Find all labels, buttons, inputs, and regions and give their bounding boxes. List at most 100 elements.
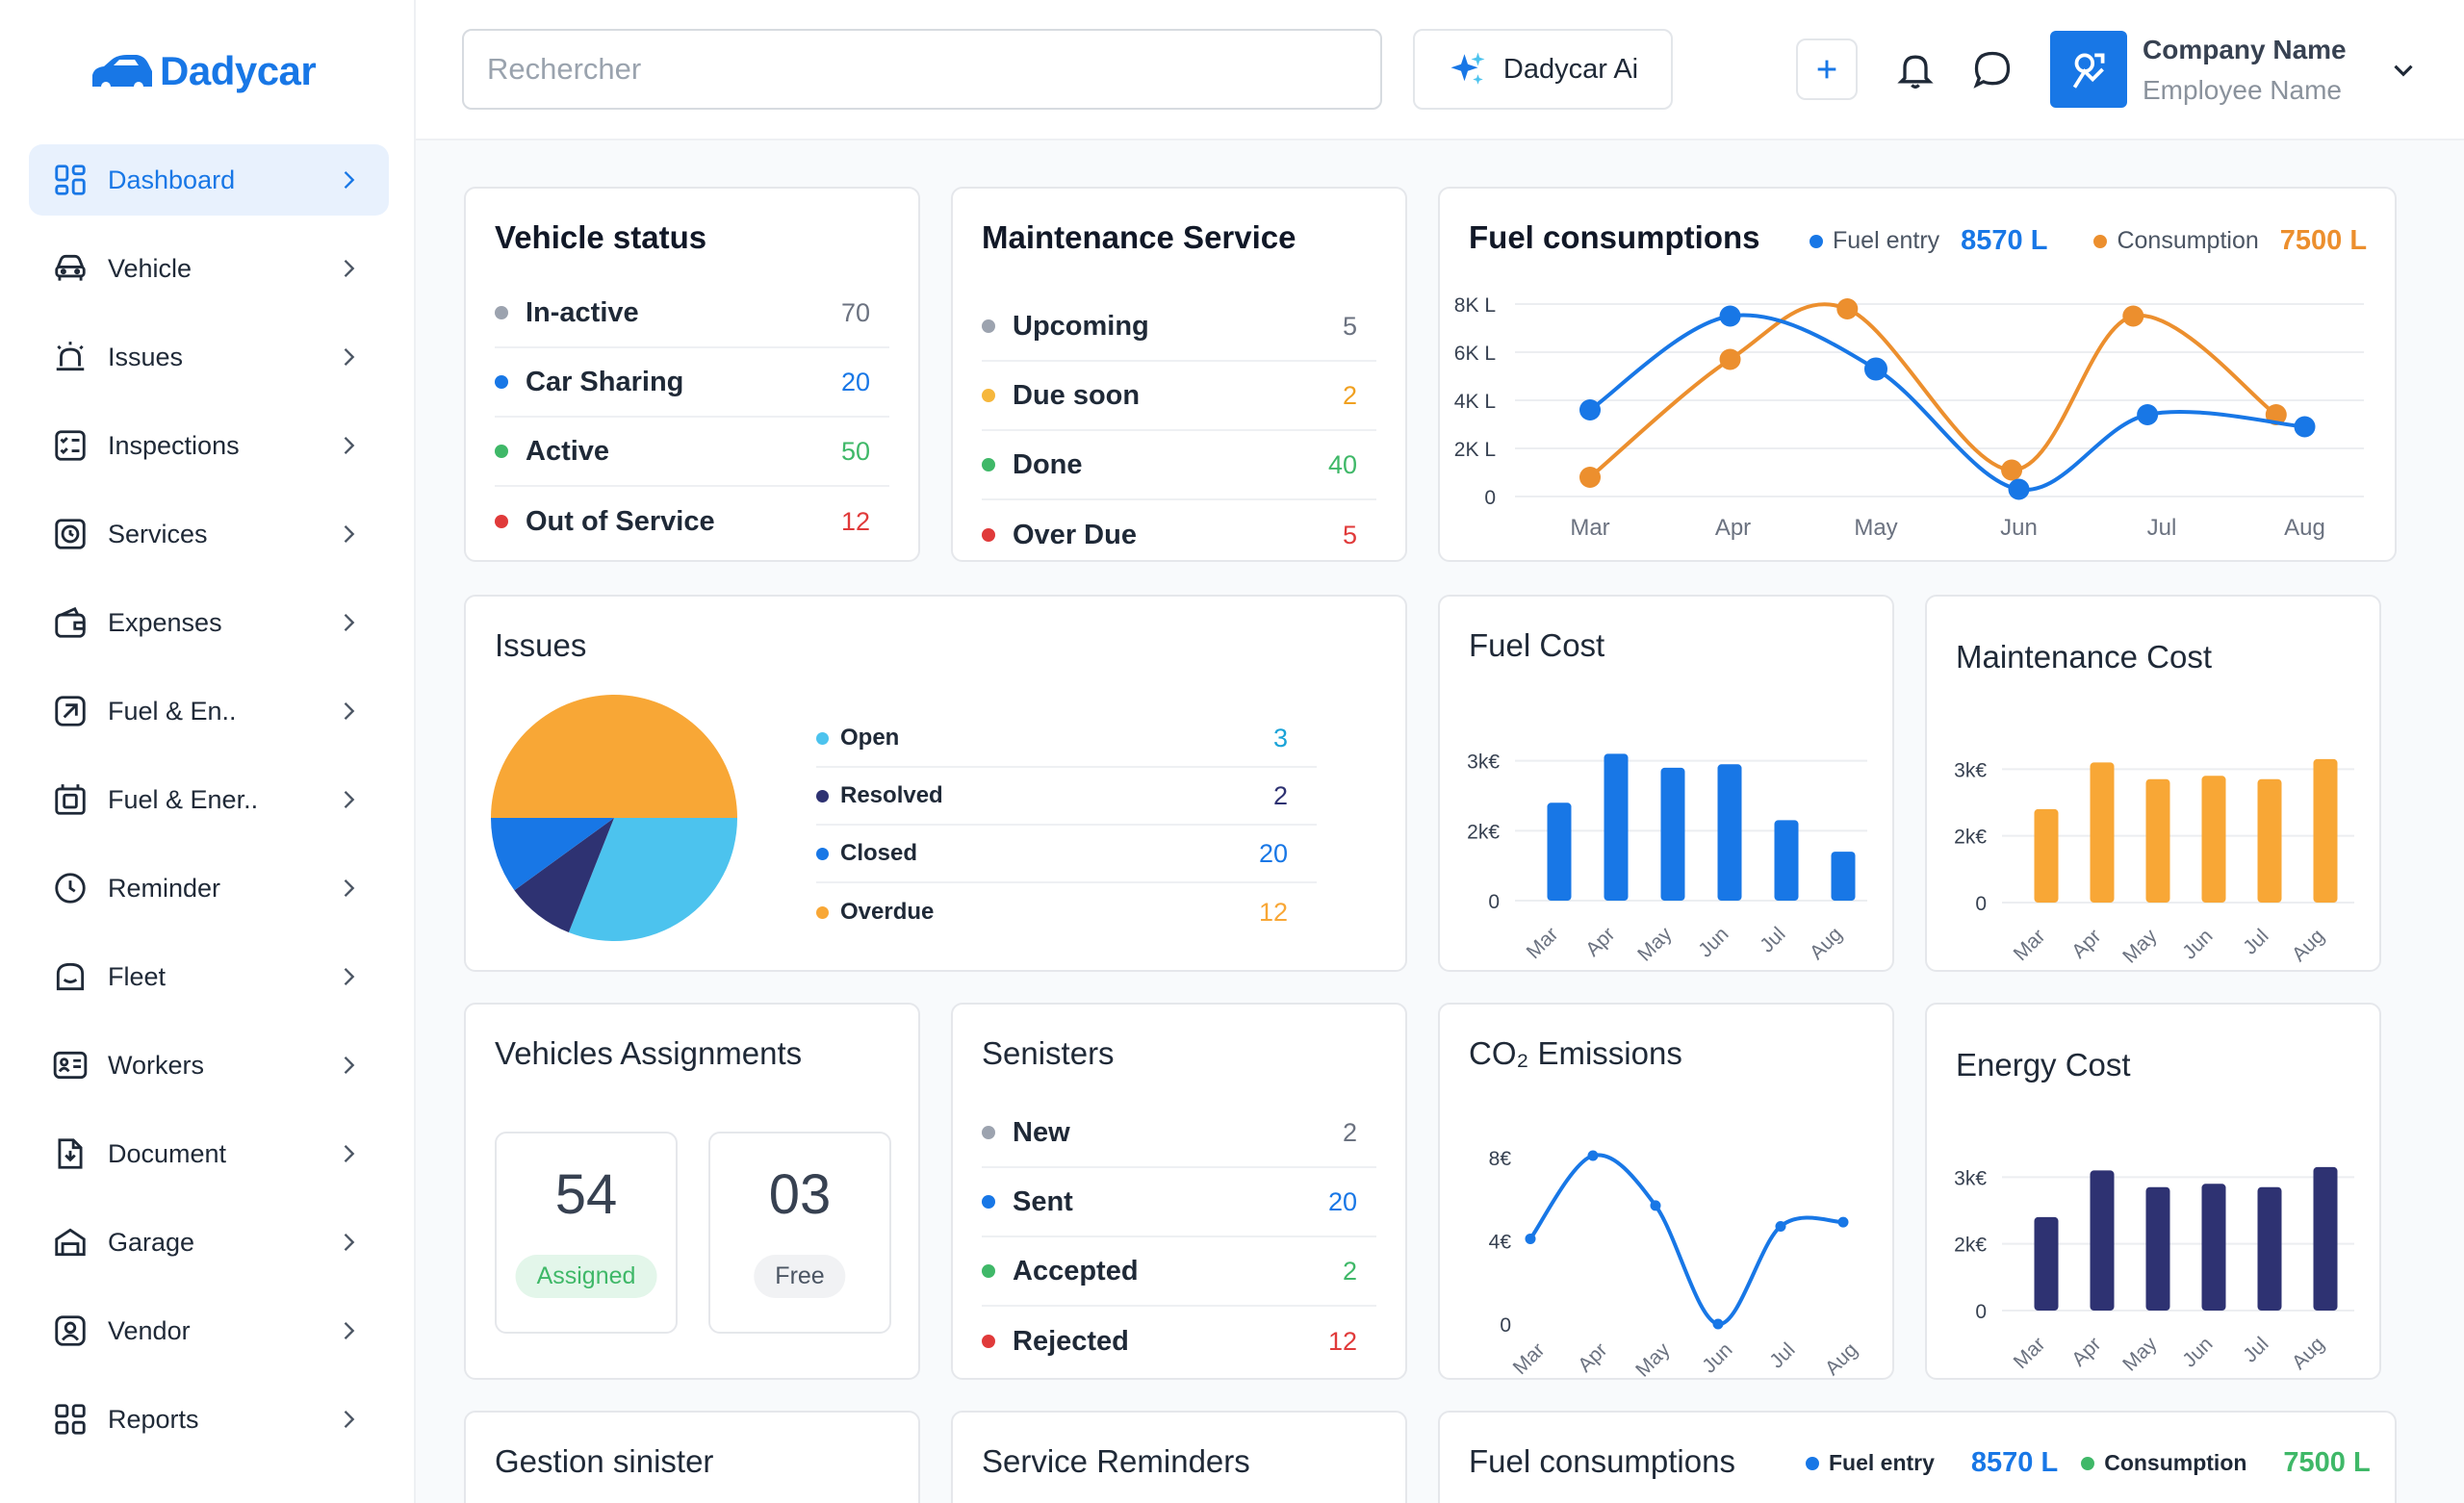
card-title: Fuel consumptions [1469,1443,1735,1479]
wallet-icon [52,604,89,641]
assigned-badge: Assigned [515,1255,657,1298]
sidebar-item-document[interactable]: Document [29,1118,389,1189]
sidebar-item-vendor[interactable]: Vendor [29,1295,389,1366]
sidebar-item-fuel-energy-2[interactable]: Fuel & Ener.. [29,764,389,835]
free-count: 03 [768,1163,832,1226]
sidebar-item-services[interactable]: Services [29,498,389,570]
sidebar-item-fleet[interactable]: Fleet [29,941,389,1012]
sidebar-item-reminder[interactable]: Reminder [29,853,389,924]
status-value: 40 [1327,449,1357,479]
bar [2313,1166,2338,1311]
x-tick-label: Apr [2067,925,2105,962]
free-badge: Free [754,1255,846,1298]
bell-icon[interactable] [1894,48,1937,90]
y-tick-label: 4K L [1454,391,1496,413]
car-logo-icon [92,55,152,90]
service-reminders-card: Service Reminders [951,1411,1407,1503]
y-tick-label: 0 [1484,487,1496,509]
sidebar-item-label: Reminder [108,873,221,903]
chevron-right-icon [344,614,355,631]
data-point [2001,459,2023,481]
search-input[interactable] [464,31,1380,108]
data-point [2294,416,2316,438]
sidebar-item-label: Vendor [108,1315,191,1345]
fuel-cost-bar-chart: 0 2k€ 3k€ Mar Apr May Jun Jul Aug [1467,752,1867,966]
sidebar-item-issues[interactable]: Issues [29,321,389,393]
status-label: Due soon [1013,379,1141,411]
data-point [2137,404,2159,425]
search-box [462,29,1382,110]
x-tick-label: Aug [2288,925,2329,966]
senisters-list: New 2 Sent 20 Accepted 2 Rejected 12 [982,1099,1376,1376]
sidebar-item-garage[interactable]: Garage [29,1207,389,1278]
x-tick-label: Mar [1523,923,1563,963]
legend-name: Fuel entry [1833,227,1940,254]
assigned-box[interactable]: 54 Assigned [495,1132,678,1334]
legend-label: Closed [840,840,918,866]
legend-dot [816,847,829,860]
card-title: Service Reminders [982,1443,1250,1479]
maintenance-cost-card: Maintenance Cost 0 2k€ 3k€ Mar Apr May Jun Jul A… [1925,595,2381,972]
sparkles-icon [1450,52,1485,85]
pie-slice [514,818,614,933]
legend-dot [816,905,829,919]
bar [2145,1186,2170,1311]
y-tick-label: 3k€ [1954,759,1987,781]
list-item: Due soon 2 [982,362,1376,431]
legend-dot [816,731,829,745]
bar [1660,767,1685,901]
chevron-down-icon[interactable] [2387,54,2420,87]
x-tick-label: Jun [2178,1333,2217,1371]
brand-logo[interactable]: Dadycar [90,48,317,94]
list-item: Accepted 2 [982,1237,1376,1307]
fuel-station-icon [52,781,89,818]
company-logo[interactable] [2050,31,2127,108]
status-dot [495,515,508,528]
chat-icon[interactable] [1971,48,2014,90]
sidebar: Dadycar Dashboard Vehicle Issues [0,0,416,1503]
maintenance-service-card: Maintenance Service Upcoming 5 Due soon … [951,187,1407,562]
sidebar-item-fuel-energy[interactable]: Fuel & En.. [29,675,389,747]
data-point [1579,467,1601,488]
chevron-right-icon [344,1411,355,1428]
legend-value: 8570 L [1961,225,2048,256]
chevron-right-icon [344,1145,355,1162]
energy-cost-card: Energy Cost 0 2k€ 3k€ Mar Apr May Jun Jul Aug [1925,1003,2381,1380]
y-tick-label: 6K L [1454,343,1496,365]
sidebar-item-reports[interactable]: Reports [29,1384,389,1455]
sidebar-item-workers[interactable]: Workers [29,1030,389,1101]
status-dot [982,1126,995,1139]
legend-dot [816,789,829,802]
fuel-consumptions-card: Fuel consumptions Fuel entry 8570 L Cons… [1438,187,2397,562]
sidebar-item-vehicle[interactable]: Vehicle [29,233,389,304]
sidebar-item-label: Document [108,1138,227,1168]
legend-value: 7500 L [2283,1447,2371,1478]
legend-value: 8570 L [1970,1447,2059,1478]
assigned-count: 54 [554,1163,618,1226]
data-point [1650,1200,1661,1211]
data-point [1587,1150,1599,1161]
sidebar-item-label: Fleet [108,961,167,991]
status-value: 12 [1327,1326,1357,1356]
x-tick-label: Apr [1581,923,1619,960]
data-point [1864,357,1887,381]
issues-legend: Open 3 Resolved 2 Closed 20 Overdue 12 [816,710,1317,941]
sidebar-item-inspections[interactable]: Inspections [29,410,389,481]
sidebar-item-label: Services [108,519,208,548]
sidebar-item-dashboard[interactable]: Dashboard [29,144,389,216]
free-box[interactable]: 03 Free [708,1132,891,1334]
vehicles-assignments-card: Vehicles Assignments 54 Assigned 03 Free [464,1003,920,1380]
list-item: Rejected 12 [982,1307,1376,1376]
list-item: Upcoming 5 [982,293,1376,362]
legend-name: Fuel entry [1829,1450,1935,1475]
dadycar-ai-button[interactable]: Dadycar Ai [1413,29,1673,110]
x-tick-label: Jul [1756,923,1789,956]
x-tick-label: Jul [1765,1338,1799,1372]
company-name: Company Name [2143,35,2347,64]
status-dot [982,1335,995,1348]
add-button[interactable] [1796,38,1858,100]
status-value: 5 [1342,311,1357,341]
maintenance-service-list: Upcoming 5 Due soon 2 Done 40 Over Due 5 [982,293,1376,570]
data-point [1719,348,1741,370]
sidebar-item-expenses[interactable]: Expenses [29,587,389,658]
